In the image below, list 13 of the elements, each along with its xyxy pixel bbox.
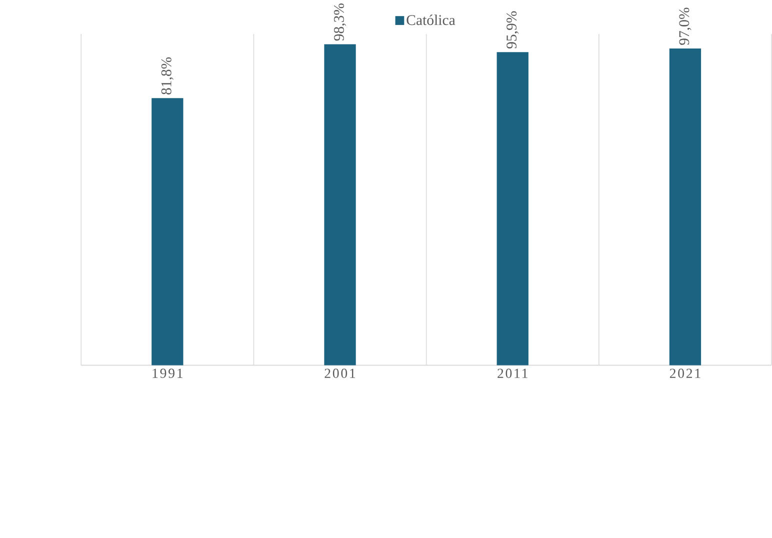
x-tick-label: 2001 (324, 368, 356, 378)
data-label: 95,9% (506, 11, 519, 48)
data-label: 97,0% (679, 8, 692, 45)
x-tick-label: 2011 (498, 368, 528, 378)
x-tick-label: 2021 (670, 368, 700, 378)
data-label: 98,3% (334, 3, 346, 41)
bar (152, 98, 184, 366)
legend-label: Católica (406, 14, 456, 25)
bar (496, 52, 528, 366)
bar (324, 44, 356, 366)
x-tick-label: 1991 (152, 368, 182, 378)
bar (669, 48, 702, 366)
data-label: 81,8% (161, 57, 174, 94)
